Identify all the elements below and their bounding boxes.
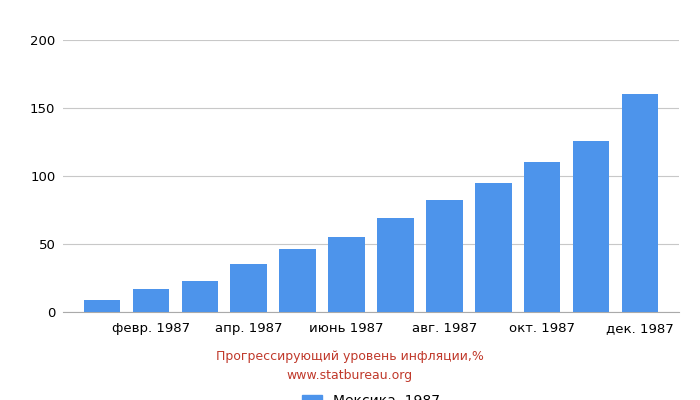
Bar <box>328 237 365 312</box>
Bar <box>475 183 512 312</box>
Bar <box>230 264 267 312</box>
Bar <box>84 300 120 312</box>
Bar <box>426 200 463 312</box>
Bar <box>133 289 169 312</box>
Legend: Мексика, 1987: Мексика, 1987 <box>302 394 440 400</box>
Bar <box>524 162 561 312</box>
Bar <box>181 281 218 312</box>
Bar <box>279 250 316 312</box>
Text: Прогрессирующий уровень инфляции,%
www.statbureau.org: Прогрессирующий уровень инфляции,% www.s… <box>216 350 484 382</box>
Bar <box>622 94 658 312</box>
Bar <box>377 218 414 312</box>
Bar <box>573 141 609 312</box>
